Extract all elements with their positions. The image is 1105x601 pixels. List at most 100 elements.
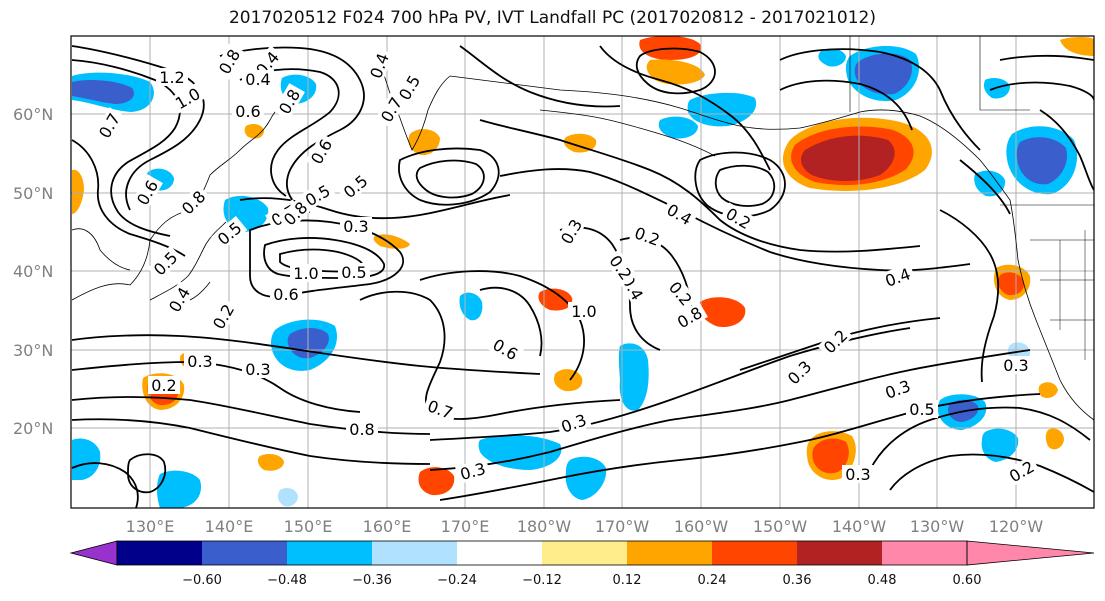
contour-line	[239, 194, 511, 220]
contour-label-bg	[346, 420, 378, 438]
contour-label: 0.5	[909, 400, 934, 419]
colorbar: −0.60 −0.48 −0.36 −0.24 −0.12 0.12 0.24 …	[69, 540, 1095, 588]
shade-positive	[257, 454, 284, 471]
contour-line	[127, 453, 167, 494]
contour-label-bg	[207, 298, 239, 335]
colorbar-label: 0.36	[783, 573, 812, 588]
lat-label-50n: 50°N	[13, 184, 53, 203]
contour-label-bg	[242, 360, 274, 378]
contour-label-bg	[232, 102, 264, 120]
contour-line	[71, 361, 361, 413]
contour-label-bg	[720, 202, 757, 234]
colorbar-bin	[457, 541, 542, 565]
lat-label-30n: 30°N	[13, 341, 53, 360]
contour-line	[1039, 109, 1094, 191]
contour-line	[714, 164, 776, 207]
shade-positive	[1045, 428, 1064, 450]
contour-label-bg	[487, 333, 524, 365]
shade-positive	[408, 129, 440, 156]
contour-line	[779, 79, 913, 131]
contour-label-bg	[671, 301, 708, 333]
contour-line	[959, 159, 1011, 215]
contour-label: 1.2	[159, 68, 184, 87]
shade-positive	[698, 297, 746, 328]
colorbar-label: −0.12	[522, 573, 562, 588]
contour-label: 1.0	[293, 264, 318, 283]
contour-label-bg	[879, 375, 916, 403]
contour-label-bg	[555, 409, 592, 437]
contour-label-bg	[184, 352, 216, 370]
contour-label: 0.3	[245, 360, 270, 379]
shade-positive	[1038, 382, 1058, 398]
contour-label-bg	[242, 70, 274, 88]
coastline-north-america	[1009, 199, 1094, 421]
contour-line	[419, 270, 585, 381]
contour-line	[999, 54, 1094, 61]
contour-label-bg	[337, 169, 374, 204]
lon-label-150w: 150°W	[753, 517, 808, 536]
contour-label: 0.8	[349, 420, 374, 439]
contour-line	[71, 45, 205, 211]
contour-label: 0.3	[343, 217, 368, 236]
contour-line	[479, 119, 921, 253]
contour-line	[779, 48, 981, 151]
contour-line	[479, 286, 543, 357]
contour-line	[71, 418, 431, 465]
lon-label-180w: 180°W	[517, 517, 572, 536]
contour-line	[239, 68, 340, 197]
lon-label-160w: 160°W	[674, 517, 729, 536]
contour-label-bg	[604, 249, 638, 286]
colorbar-extend-min	[69, 540, 118, 566]
shade-positive	[1060, 37, 1094, 56]
map-frame	[70, 35, 1095, 509]
contour-line	[939, 209, 999, 383]
contour-label-bg	[270, 285, 302, 303]
contour-line	[869, 406, 1091, 471]
colorbar-label: 0.48	[868, 573, 897, 588]
contour-label-bg	[148, 376, 180, 394]
contour-label-bg	[663, 275, 698, 312]
contour-line	[499, 168, 971, 272]
colorbar-bin	[372, 541, 457, 565]
colorbar-bin	[117, 541, 202, 565]
contour-line	[694, 151, 786, 218]
colorbar-label: −0.60	[182, 573, 222, 588]
colorbar-label: 0.60	[953, 573, 982, 588]
lat-label-60n: 60°N	[13, 105, 53, 124]
contour-labels: 1.21.00.80.70.60.50.40.40.80.6 0.70.50.40…	[93, 43, 1040, 487]
contour-label-bg	[661, 198, 698, 230]
contour-label-bg	[340, 217, 372, 235]
contour-label-bg	[817, 323, 853, 359]
contour-label-bg	[393, 69, 425, 106]
lat-label-40n: 40°N	[13, 262, 53, 281]
shade-negative	[818, 48, 846, 67]
colorbar-outline	[116, 540, 968, 566]
shade-negative	[157, 470, 202, 508]
colorbar-label: −0.24	[437, 573, 477, 588]
contour-label-bg	[131, 174, 163, 211]
contour-line	[889, 453, 1094, 493]
shade-positive	[812, 438, 849, 474]
contour-line	[249, 219, 404, 298]
contour-label-bg	[163, 281, 195, 318]
lon-label-140w: 140°W	[832, 517, 887, 536]
shade-negative	[565, 456, 607, 500]
contour-label-bg	[1000, 356, 1032, 374]
colorbar-extend-max	[966, 540, 1095, 566]
colorbar-bin	[882, 541, 967, 565]
contour-line	[71, 462, 139, 508]
colorbar-label: −0.48	[267, 573, 307, 588]
shade-positive	[998, 272, 1025, 296]
contour-label: 0.2	[151, 376, 176, 395]
contour-label-bg	[93, 107, 125, 144]
lon-label-140e: 140°E	[205, 517, 254, 536]
contour-line	[71, 139, 186, 257]
shade-negative	[658, 116, 698, 139]
contour-label-bg	[1003, 455, 1040, 487]
shade-negative	[72, 438, 101, 480]
shade-positive	[244, 124, 264, 139]
lon-label-150e: 150°E	[284, 517, 333, 536]
contour-line	[359, 290, 621, 420]
lon-label-130e: 130°E	[126, 517, 175, 536]
